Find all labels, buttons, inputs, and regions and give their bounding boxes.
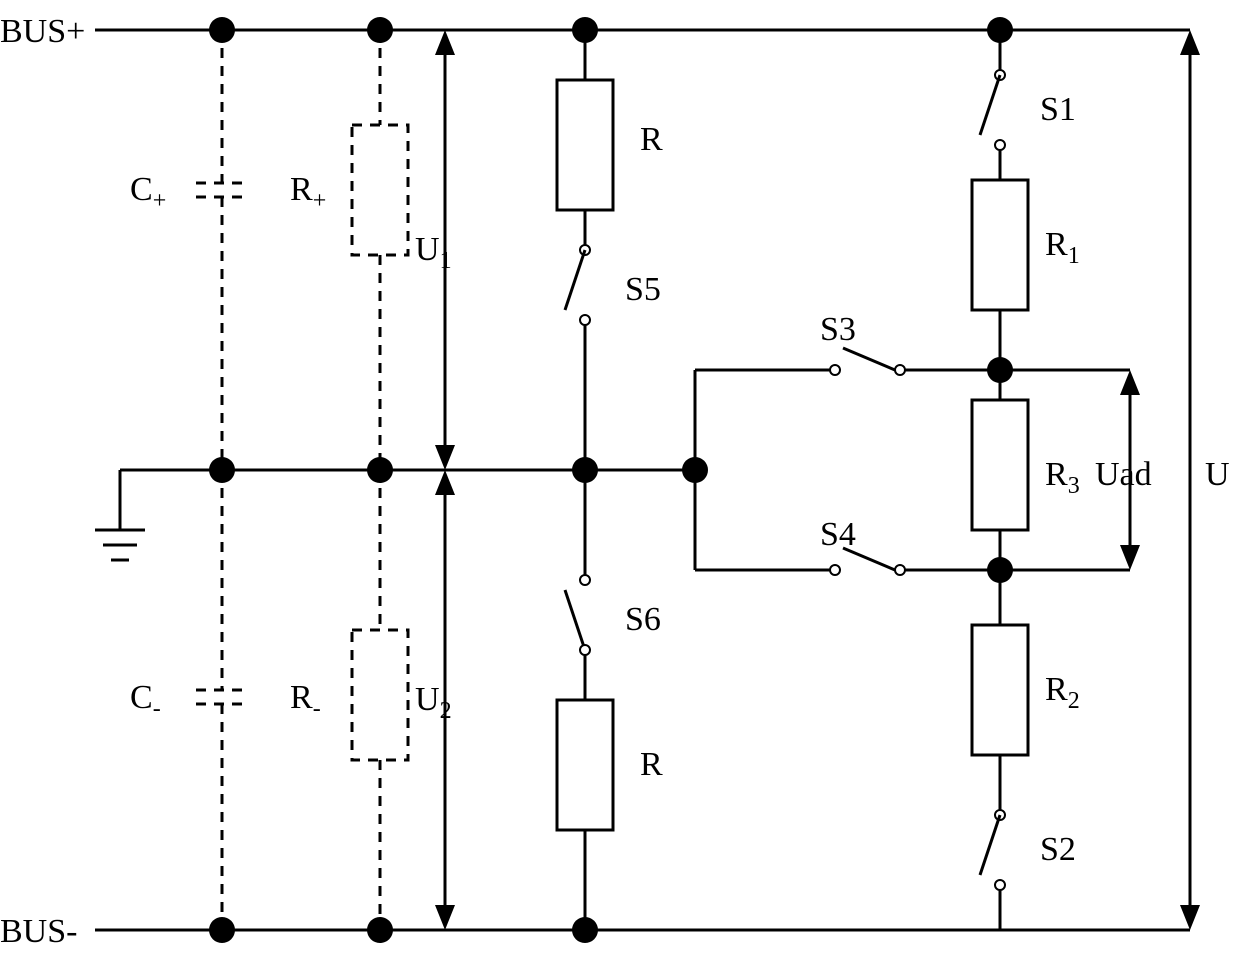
r-plus-label: R+ xyxy=(290,171,326,214)
s2-label: S2 xyxy=(1040,831,1076,868)
node-mid-r xyxy=(367,457,393,483)
c-minus-label: C- xyxy=(130,679,161,722)
right-column xyxy=(972,30,1028,930)
u-arrow xyxy=(1180,30,1200,930)
branch-s6-r xyxy=(557,470,613,930)
branch-c-plus xyxy=(196,30,248,470)
node-right-upper xyxy=(987,357,1013,383)
branch-r-plus xyxy=(352,30,408,470)
s3-label: S3 xyxy=(820,311,856,348)
s3-branch xyxy=(695,348,1000,470)
s4-label: S4 xyxy=(820,516,856,553)
node-mid-rs xyxy=(572,457,598,483)
node-bot-r xyxy=(367,917,393,943)
node-bot-c xyxy=(209,917,235,943)
node-bot-rs xyxy=(572,917,598,943)
node-top-right xyxy=(987,17,1013,43)
node-top-rs xyxy=(572,17,598,43)
uad-label: Uad xyxy=(1095,456,1152,493)
c-plus-label: C+ xyxy=(130,171,166,214)
node-right-lower xyxy=(987,557,1013,583)
node-mid-s34 xyxy=(682,457,708,483)
s5-label: S5 xyxy=(625,271,661,308)
r2-label: R2 xyxy=(1045,671,1080,714)
r1-label: R1 xyxy=(1045,226,1080,269)
r-upper-label: R xyxy=(640,121,663,158)
node-mid-c xyxy=(209,457,235,483)
branch-c-minus xyxy=(196,470,248,930)
s6-label: S6 xyxy=(625,601,661,638)
circuit-diagram: BUS+ BUS- C+ C- R+ R- xyxy=(0,0,1240,965)
ground-symbol xyxy=(95,470,145,560)
branch-r-minus xyxy=(352,470,408,930)
u-label: U xyxy=(1205,456,1230,493)
bus-plus-label: BUS+ xyxy=(0,13,85,50)
r-lower-label: R xyxy=(640,746,663,783)
r-minus-label: R- xyxy=(290,679,321,722)
r3-label: R3 xyxy=(1045,456,1080,499)
branch-r-s5 xyxy=(557,30,613,470)
bus-minus-label: BUS- xyxy=(0,913,77,950)
node-top-r xyxy=(367,17,393,43)
s1-label: S1 xyxy=(1040,91,1076,128)
node-top-c xyxy=(209,17,235,43)
